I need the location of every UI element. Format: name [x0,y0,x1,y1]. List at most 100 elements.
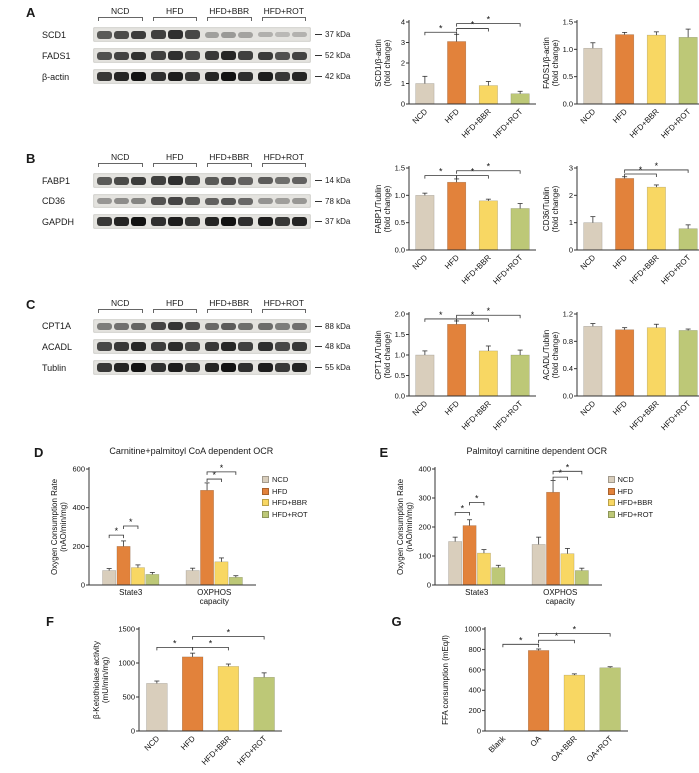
blot-band [167,72,183,82]
blot-band [184,30,200,40]
x-tick-label: HFD+BBR [628,253,661,286]
panel-letter-A: A [26,5,36,20]
y-tick-label: 0 [569,246,573,255]
blot-band [238,363,254,373]
blot-band [130,51,146,60]
blot-row: β-actin 42 kDa [41,69,373,85]
y-tick-label: 0.5 [563,72,573,81]
blot-strip [93,214,311,230]
panel-D: D Carnitine+palmitoyl CoA dependent OCR … [6,446,352,613]
significance-bracket [456,28,489,32]
legend-item: HFD [262,487,308,496]
chart-scd1-fold-change: NCD HFD HFD+BBR HFD+ROT 0 1 2 3 4 SCD1/β-actin(fo… [373,6,541,146]
blot-band [221,72,237,82]
blot-band [97,72,112,82]
blot-band [238,322,254,330]
blot-band [238,176,254,185]
blot-band [292,198,308,205]
y-tick-label: 0 [401,100,405,109]
x-tick-label: HFD+BBR [460,253,493,286]
kda-marker: 48 kDa [315,342,350,351]
y-axis-label: SCD1/β-actin(fold change) [374,39,392,87]
significance-star: * [487,162,491,172]
lane-group-header: NCD HFD HFD+BBR HFD+ROT [93,152,311,168]
blot-row: FADS1 52 kDa [41,48,373,64]
blot-band [221,31,237,38]
blot-band [275,342,291,352]
chart-title-carnitine-ocr: Carnitine+palmitoyl CoA dependent OCR [109,446,274,456]
bar [447,541,462,586]
significance-bracket [424,31,458,36]
blot-band [238,72,254,82]
blot-band [221,363,237,373]
chart-cpt1a-fold-change: NCD HFD HFD+BBR HFD+ROT 0.0 0.5 1.0 1.5 2.0 CPT1A… [373,298,541,438]
bar [527,650,549,732]
blot-band [130,322,146,330]
significance-star: * [487,15,491,25]
y-axis-label: ACADL/Tublin(fold change) [542,330,560,380]
bar [646,327,666,397]
bar [490,567,505,586]
y-axis-label: FABP1/Tublin(fold change) [374,185,392,234]
blot-band [130,363,146,373]
chart-svg-F: NCD HFD HFD+BBR HFD+ROT 0 500 1000 1500 β-Ketoth… [92,625,282,767]
significance-star: * [518,635,522,645]
y-tick-label: 400 [72,503,85,512]
bar [510,208,530,251]
blot-band [167,176,183,186]
protein-label: FABP1 [42,175,71,186]
y-tick-label: 0 [426,581,430,590]
x-tick-label: HFD+ROT [659,399,692,432]
blot-band [292,177,308,185]
bar [615,178,635,251]
blot-row: GAPDH 37 kDa [41,214,373,230]
kda-marker: 88 kDa [315,322,350,331]
y-tick-label: 3 [401,38,405,47]
blot-band [275,51,291,60]
fg-row: F NCD HFD HFD+BBR HFD+ROT 0 500 1000 1500 β-Keto… [6,615,697,773]
blot-band [184,72,200,82]
y-tick-label: 1 [569,218,573,227]
x-tick-label: HFD+ROT [659,107,692,140]
y-tick-label: 1.5 [395,330,405,339]
blot-band [204,217,220,227]
lane-bracket [207,163,252,168]
blot-band [113,176,129,185]
significance-bracket [108,534,124,539]
blot-band [150,363,166,373]
blot-band [204,31,220,38]
bar [447,181,467,251]
blot-band [292,51,308,60]
chart-fabp1-fold-change: NCD HFD HFD+BBR HFD+ROT 0.0 0.5 1.0 1.5 FABP1/Tu… [373,152,541,292]
significance-star: * [554,631,558,641]
lane-group-label: NCD [111,6,130,16]
chart-cd36-fold-change: NCD HFD HFD+BBR HFD+ROT 0 1 2 3 CD36/Tublin(fold… [541,152,699,292]
bar [146,683,168,732]
kda-marker: 37 kDa [315,217,350,226]
x-tick-label: HFD [443,399,461,417]
blot-band [113,72,129,82]
significance-bracket [624,169,689,173]
y-tick-label: 1.0 [395,351,405,360]
y-tick-label: 1.2 [563,310,573,319]
significance-bracket [552,470,582,475]
legend-carnitine-ocr: NCD HFD HFD+BBR HFD+ROT [262,475,308,613]
x-tick-label: Blank [486,733,507,754]
blot-band [167,363,183,373]
bar [574,570,589,586]
chart-svg-E: State3 OXPHOS capacity 0 100 200 300 400 Oxygen … [396,462,602,606]
blot-band [258,363,274,373]
bar [583,222,603,251]
y-tick-label: 200 [418,523,431,532]
blot-band [238,51,254,61]
lane-group-label: HFD [166,152,184,162]
blot-band [204,322,220,330]
y-tick-label: 2.0 [395,310,405,319]
y-axis-label: CD36/Tublin(fold change) [542,185,560,232]
y-axis-label: FADS1/β-actin(fold change) [542,37,560,89]
bar [476,552,491,586]
x-tick-label: HFD+ROT [491,399,524,432]
significance-star: * [572,625,576,635]
